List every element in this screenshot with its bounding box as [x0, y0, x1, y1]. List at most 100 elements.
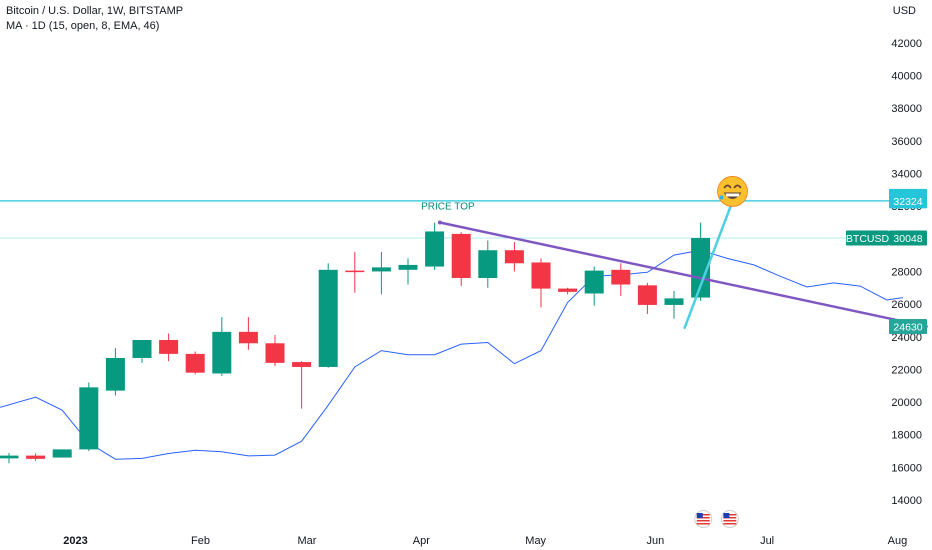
- candle-body: [504, 250, 524, 264]
- candle-body: [425, 231, 445, 267]
- candle-body: [0, 455, 19, 459]
- down-trendline[interactable]: [438, 221, 928, 328]
- y-tick-label: 18000: [891, 430, 922, 442]
- y-tick-label: 20000: [891, 397, 922, 409]
- candle-body: [584, 270, 604, 294]
- candle-body: [52, 449, 72, 458]
- x-tick-label: May: [525, 535, 546, 547]
- candle-body: [691, 238, 711, 298]
- candle[interactable]: [664, 291, 684, 319]
- candle-body: [558, 288, 578, 292]
- candle[interactable]: [318, 263, 338, 368]
- candle-body: [26, 455, 46, 459]
- y-tick-label: 42000: [891, 38, 922, 50]
- y-axis: 14000 16000 18000 20000 22000 24000 26000 28000…: [891, 38, 922, 507]
- candle-body: [105, 357, 125, 391]
- x-tick-label: Jun: [647, 535, 665, 547]
- y-tick-label: 22000: [891, 364, 922, 376]
- price-label[interactable]: 32324: [889, 193, 927, 209]
- candle[interactable]: [637, 282, 657, 314]
- y-tick-label: 40000: [891, 71, 922, 83]
- candle[interactable]: [52, 449, 72, 458]
- chart-title: Bitcoin / U.S. Dollar, 1W, BITSTAMP: [6, 5, 184, 17]
- candle-body: [611, 269, 631, 285]
- x-tick-label: Apr: [413, 535, 430, 547]
- us-flag-icon[interactable]: [720, 510, 739, 528]
- x-tick-label: Feb: [191, 535, 210, 547]
- candle[interactable]: [212, 317, 232, 376]
- candle-body: [265, 343, 285, 363]
- candle[interactable]: [105, 348, 125, 396]
- candle-body: [212, 331, 232, 374]
- candle[interactable]: [292, 361, 312, 409]
- candle-body: [664, 298, 684, 305]
- candle-body: [371, 267, 391, 272]
- candle-body: [292, 362, 312, 367]
- candle[interactable]: [79, 382, 99, 452]
- y-tick-label: 26000: [891, 299, 922, 311]
- candle[interactable]: [398, 258, 418, 285]
- candle[interactable]: [185, 351, 205, 375]
- x-tick-label: Mar: [297, 535, 316, 547]
- trendlines: [437, 200, 928, 330]
- candle-body: [637, 285, 657, 305]
- ma-line: [0, 249, 903, 460]
- price-label-tag: BTCUSD: [846, 233, 890, 245]
- y-tick-label: 16000: [891, 462, 922, 474]
- price-label-value: 32324: [893, 196, 922, 208]
- candle-body: [159, 340, 179, 354]
- indicator-legend[interactable]: MA · 1D (15, open, 8, EMA, 46): [6, 20, 160, 32]
- candle-body: [398, 264, 418, 270]
- candle[interactable]: [478, 240, 498, 288]
- trendline-anchor[interactable]: [437, 220, 442, 225]
- y-tick-label: 14000: [891, 495, 922, 507]
- candle[interactable]: [238, 317, 258, 350]
- breakout-trendline[interactable]: [683, 200, 734, 330]
- candle-body: [238, 331, 258, 344]
- candle[interactable]: [371, 251, 391, 295]
- candle-body: [318, 269, 338, 367]
- candle[interactable]: [531, 258, 551, 308]
- candle-body: [79, 387, 99, 450]
- laughing-emoji-icon[interactable]: [717, 176, 748, 207]
- candle[interactable]: [504, 242, 524, 272]
- y-tick-label: 24000: [891, 332, 922, 344]
- y-tick-label: 34000: [891, 169, 922, 181]
- candle[interactable]: [558, 287, 578, 295]
- x-tick-label: Aug: [888, 535, 908, 547]
- candle-body: [185, 353, 205, 373]
- candle[interactable]: [159, 333, 179, 362]
- horizontal-levels: [0, 200, 900, 239]
- price-label-value: 24630: [893, 321, 922, 333]
- annotations: PRICE TOP: [421, 176, 748, 528]
- y-tick-label: 36000: [891, 136, 922, 148]
- price-label-value: 30048: [893, 233, 922, 245]
- candle-body: [132, 340, 152, 358]
- price-axis-labels: 3259632324BTCUSD3004824630: [846, 188, 927, 334]
- us-flag-icon[interactable]: [694, 510, 713, 528]
- x-tick-label: 2023: [63, 535, 87, 547]
- y-tick-label: 28000: [891, 266, 922, 278]
- price-top-annotation[interactable]: PRICE TOP: [421, 201, 475, 212]
- candle[interactable]: [0, 452, 19, 464]
- candle-body: [451, 233, 471, 278]
- candle-body: [531, 262, 551, 289]
- candle[interactable]: [611, 263, 631, 296]
- candles: [0, 222, 711, 464]
- price-label[interactable]: BTCUSD 30048: [846, 230, 927, 246]
- x-axis: 2023 Feb Mar Apr May Jun Jul Aug: [63, 535, 907, 547]
- candle[interactable]: [26, 453, 46, 461]
- candle[interactable]: [425, 222, 445, 270]
- candle[interactable]: [451, 232, 471, 287]
- candle[interactable]: [584, 266, 604, 306]
- x-tick-label: Jul: [760, 535, 774, 547]
- candle-body: [478, 250, 498, 278]
- candle[interactable]: [132, 340, 152, 363]
- candle[interactable]: [345, 251, 365, 293]
- candle[interactable]: [265, 335, 285, 367]
- currency-label: USD: [892, 5, 916, 17]
- price-label[interactable]: 24630: [889, 318, 927, 334]
- moving-average: [0, 249, 903, 460]
- y-tick-label: 38000: [891, 103, 922, 115]
